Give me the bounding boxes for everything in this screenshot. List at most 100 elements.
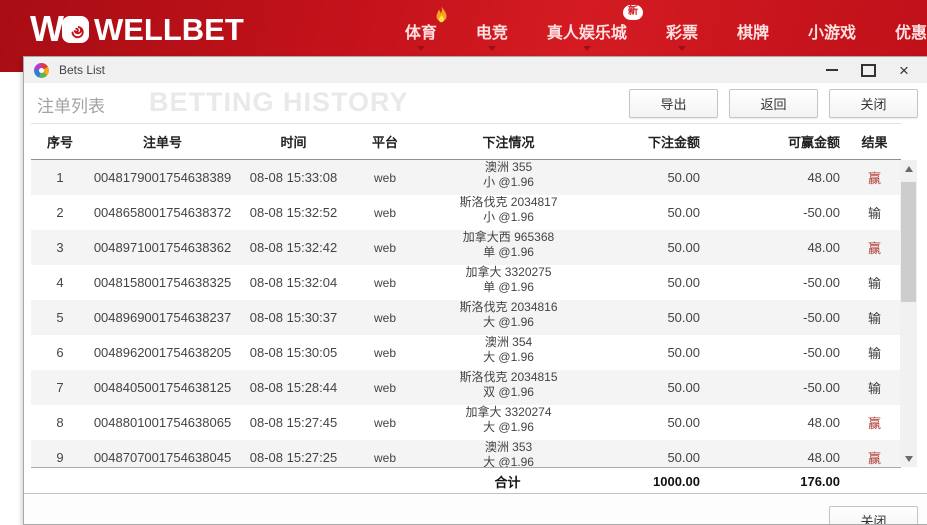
app-pinwheel-icon xyxy=(34,62,49,78)
row-detail-selection: 加拿大 3320274 xyxy=(465,405,552,419)
row-time: 08-08 15:32:04 xyxy=(249,275,338,290)
chevron-down-icon xyxy=(416,46,425,51)
close-window-button[interactable]: × xyxy=(899,60,909,80)
row-result: 输 xyxy=(867,276,881,291)
col-header-bet-id: 注单号 xyxy=(142,135,182,150)
total-winnable: 176.00 xyxy=(800,474,840,489)
row-index: 4 xyxy=(56,275,64,290)
row-time: 08-08 15:32:42 xyxy=(249,240,338,255)
col-header-stake: 下注金额 xyxy=(647,135,700,150)
nav-item-lottery[interactable]: 彩票 xyxy=(666,19,698,51)
nav-label: 棋牌 xyxy=(736,25,769,42)
table-header: 序号 注单号 时间 平台 下注情况 下注金额 可赢金额 结果 xyxy=(31,123,901,160)
col-header-winnable: 可赢金额 xyxy=(787,135,840,150)
logo-w-mark: W xyxy=(30,8,64,49)
scroll-down-button[interactable] xyxy=(900,450,917,467)
scrollbar-thumb[interactable] xyxy=(901,182,916,302)
triangle-up-icon xyxy=(904,165,913,172)
row-winnable: -50.00 xyxy=(803,275,840,290)
row-bet-id: 0048971001754638362 xyxy=(93,240,232,255)
wellbet-logo[interactable]: W WELLBET xyxy=(30,11,244,47)
row-platform: web xyxy=(373,275,396,290)
nav-item-live-casino[interactable]: 新 真人娱乐城 xyxy=(547,5,643,51)
row-winnable: -50.00 xyxy=(803,345,840,360)
row-platform: web xyxy=(373,345,396,360)
total-label: 合计 xyxy=(494,475,521,490)
row-bet-id: 0048801001754638065 xyxy=(93,415,232,430)
row-index: 2 xyxy=(56,205,64,220)
chevron-down-icon xyxy=(582,46,591,51)
main-nav: 体育 电竞 新 真人娱乐城 彩票 棋牌 小游戏 xyxy=(405,5,927,51)
row-index: 3 xyxy=(56,240,64,255)
row-time: 08-08 15:33:08 xyxy=(249,170,338,185)
row-index: 6 xyxy=(56,345,64,360)
total-row: 合计 1000.00 176.00 xyxy=(31,467,901,495)
row-result: 输 xyxy=(867,381,881,396)
row-time: 08-08 15:30:37 xyxy=(249,310,338,325)
row-detail-selection: 加拿大西 965368 xyxy=(462,230,555,244)
row-detail: 斯洛伐克 2034817 小 @1.96 xyxy=(419,195,596,230)
nav-item-promotions[interactable]: 优惠 xyxy=(895,19,927,43)
scroll-up-button[interactable] xyxy=(900,160,917,177)
row-detail-odds: 单 @1.96 xyxy=(483,245,534,259)
betting-history-watermark: BETTING HISTORY xyxy=(149,87,409,117)
nav-item-esports[interactable]: 电竞 xyxy=(476,19,508,51)
row-stake: 50.00 xyxy=(667,380,700,395)
back-button[interactable]: 返回 xyxy=(729,89,818,118)
row-winnable: 48.00 xyxy=(807,240,840,255)
row-index: 7 xyxy=(56,380,64,395)
col-header-platform: 平台 xyxy=(371,135,398,150)
row-stake: 50.00 xyxy=(667,205,700,220)
table-row: 1 0048179001754638389 08-08 15:33:08 web… xyxy=(31,160,901,195)
minimize-button[interactable] xyxy=(821,60,843,80)
nav-item-mini-games[interactable]: 小游戏 xyxy=(808,19,856,43)
vertical-scrollbar[interactable] xyxy=(900,160,917,467)
row-bet-id: 0048658001754638372 xyxy=(93,205,232,220)
row-winnable: -50.00 xyxy=(803,310,840,325)
col-header-detail: 下注情况 xyxy=(482,135,535,150)
bottom-close-button[interactable]: 关闭 xyxy=(829,506,918,524)
row-stake: 50.00 xyxy=(667,170,700,185)
row-winnable: 48.00 xyxy=(807,415,840,430)
window-titlebar[interactable]: Bets List × xyxy=(24,57,927,83)
row-detail: 斯洛伐克 2034816 大 @1.96 xyxy=(419,300,596,335)
row-platform: web xyxy=(373,450,396,465)
col-header-result: 结果 xyxy=(861,135,888,150)
chevron-down-icon xyxy=(677,46,686,51)
export-button[interactable]: 导出 xyxy=(629,89,718,118)
row-detail-selection: 加拿大 3320275 xyxy=(465,265,552,279)
nav-label: 优惠 xyxy=(894,25,927,42)
toolbar: BETTING HISTORY 注单列表 导出 返回 关闭 xyxy=(24,83,927,123)
nav-item-board-games[interactable]: 棋牌 xyxy=(737,19,769,43)
nav-item-sports[interactable]: 体育 xyxy=(404,6,447,51)
row-index: 1 xyxy=(56,170,64,185)
maximize-button[interactable] xyxy=(857,60,879,80)
row-index: 9 xyxy=(56,450,64,465)
row-bet-id: 0048158001754638325 xyxy=(93,275,232,290)
row-detail: 澳洲 355 小 @1.96 xyxy=(419,160,596,195)
row-result: 输 xyxy=(867,311,881,326)
nav-label: 体育 xyxy=(404,25,437,42)
page-title: 注单列表 xyxy=(37,97,105,116)
row-platform: web xyxy=(373,415,396,430)
row-winnable: 48.00 xyxy=(807,450,840,465)
row-bet-id: 0048969001754638237 xyxy=(93,310,232,325)
row-bet-id: 0048179001754638389 xyxy=(93,170,232,185)
row-detail-odds: 小 @1.96 xyxy=(483,210,534,224)
row-result: 输 xyxy=(867,206,881,221)
table-row: 9 0048707001754638045 08-08 15:27:25 web… xyxy=(31,440,901,467)
row-detail-selection: 澳洲 354 xyxy=(484,335,533,349)
row-stake: 50.00 xyxy=(667,310,700,325)
row-detail: 加拿大 3320274 大 @1.96 xyxy=(419,405,596,440)
row-result: 赢 xyxy=(867,451,881,466)
row-time: 08-08 15:27:25 xyxy=(249,450,338,465)
triangle-down-icon xyxy=(904,455,913,462)
chevron-down-icon xyxy=(487,46,496,51)
row-detail-odds: 大 @1.96 xyxy=(483,455,534,467)
col-header-time: 时间 xyxy=(280,135,307,150)
row-detail: 斯洛伐克 2034815 双 @1.96 xyxy=(419,370,596,405)
close-button[interactable]: 关闭 xyxy=(829,89,918,118)
row-detail-odds: 大 @1.96 xyxy=(483,315,534,329)
row-bet-id: 0048707001754638045 xyxy=(93,450,232,465)
table-scroll-area: 1 0048179001754638389 08-08 15:33:08 web… xyxy=(24,160,927,467)
